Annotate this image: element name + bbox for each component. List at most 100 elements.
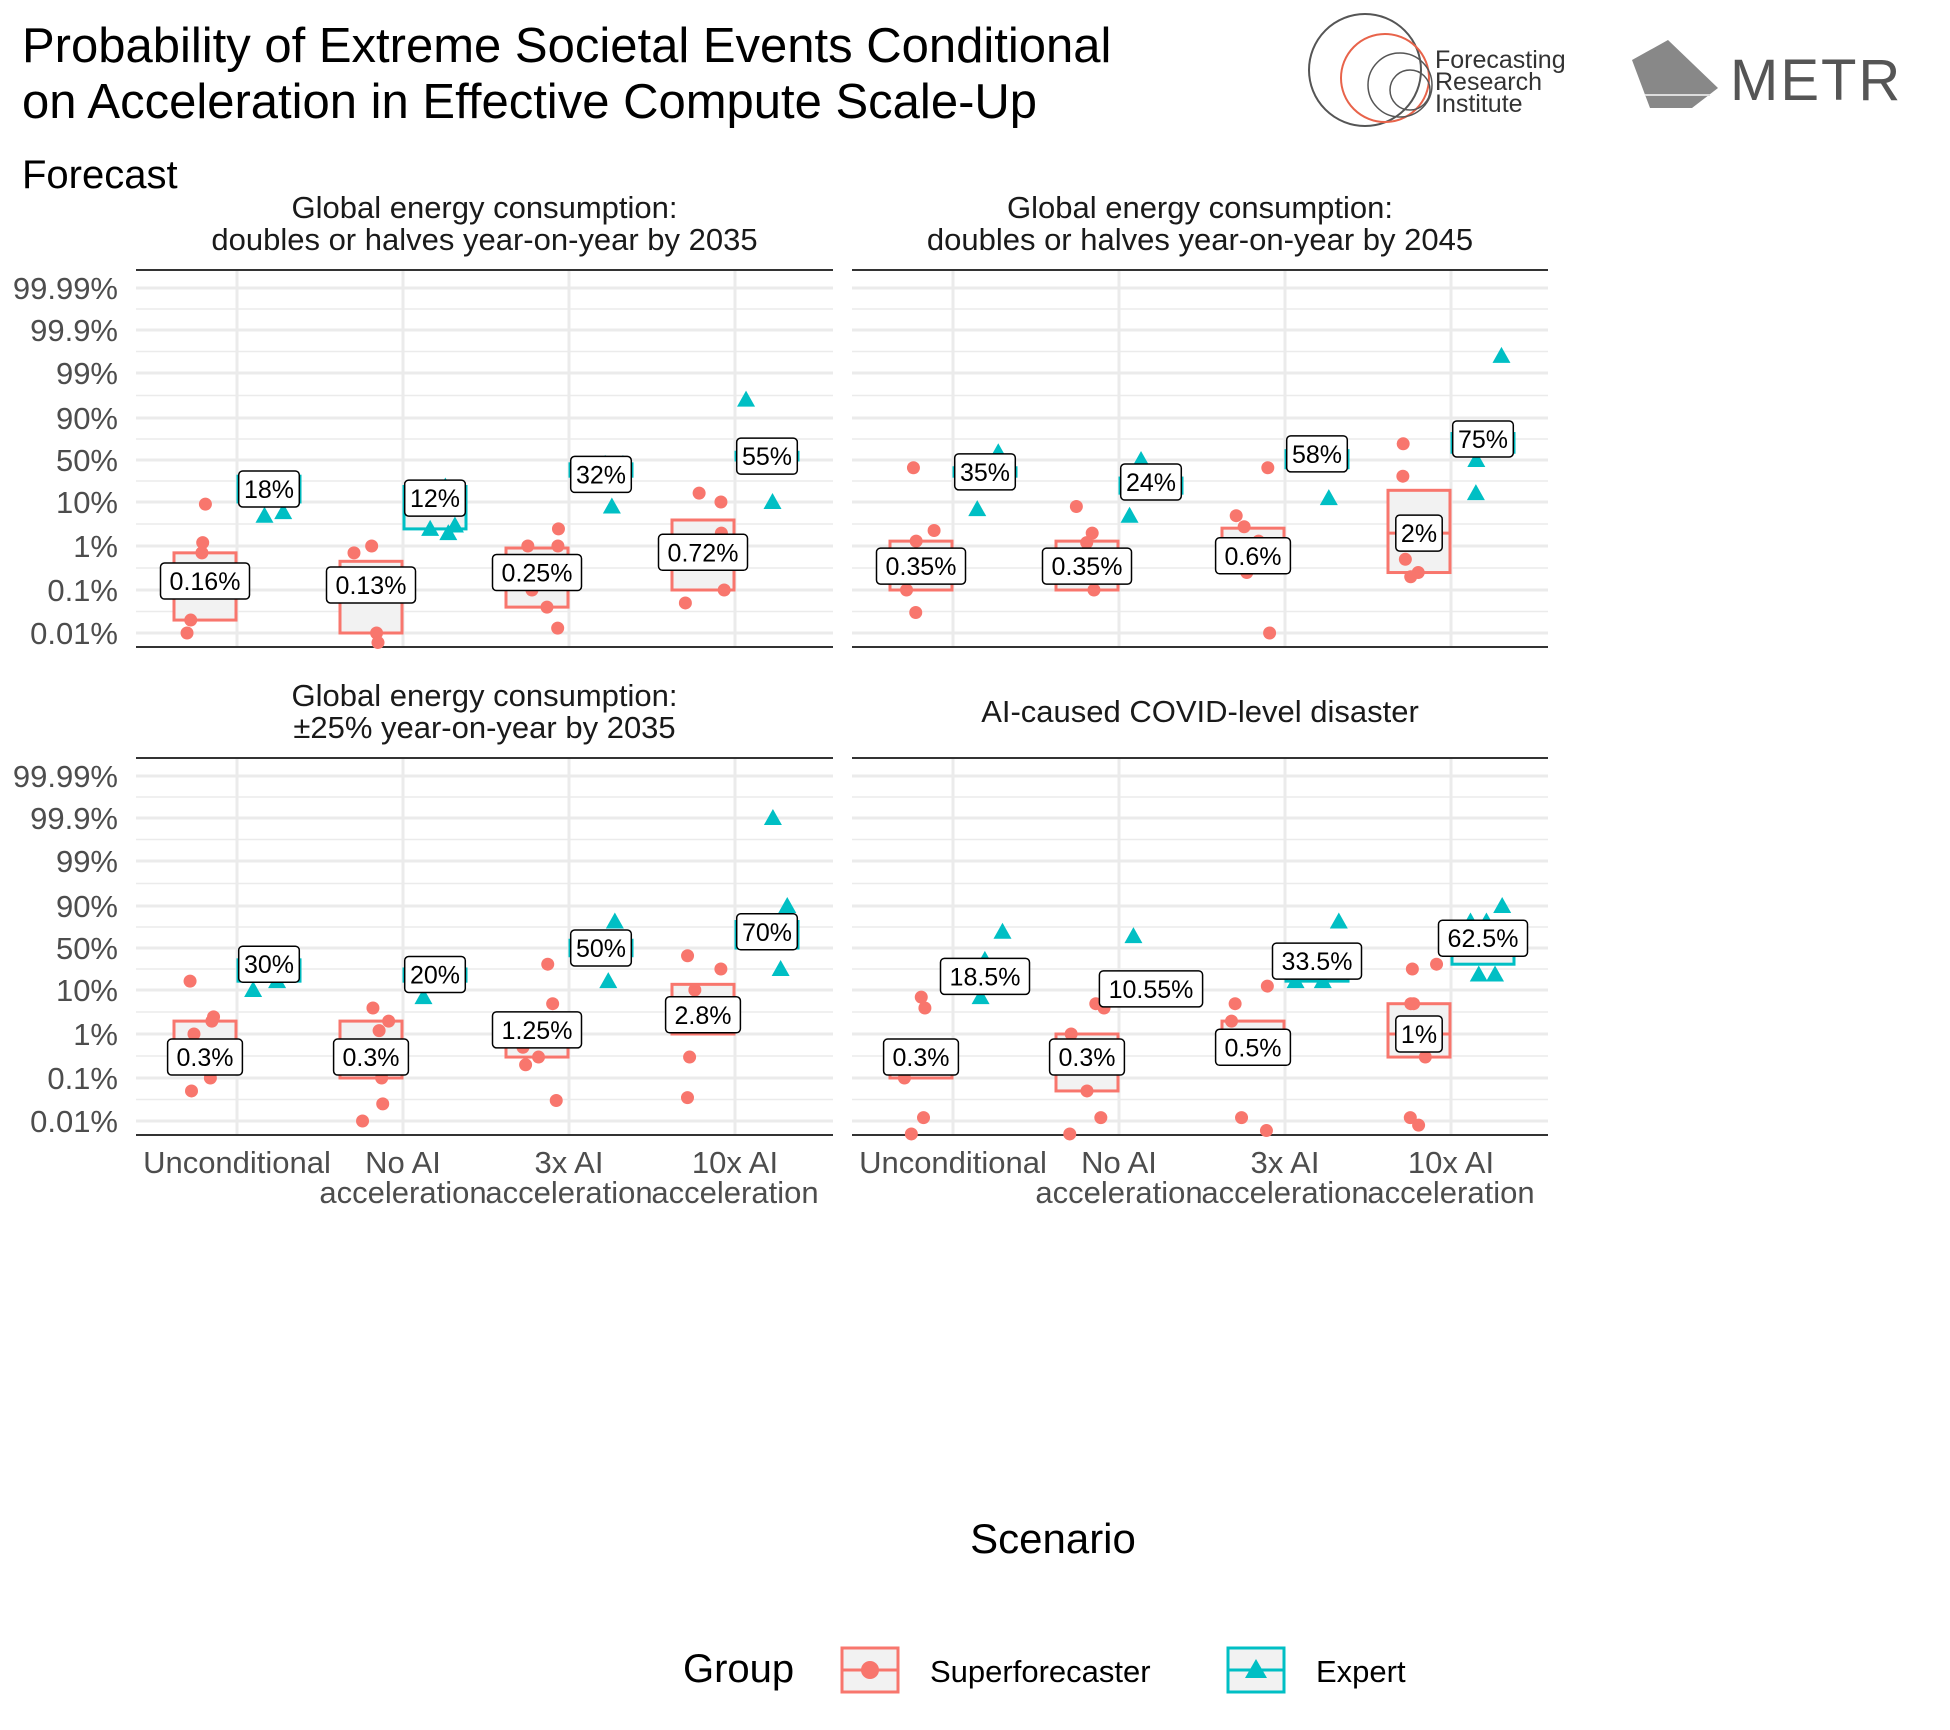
- median-label-box: [939, 957, 1031, 996]
- expert-point: [1467, 451, 1486, 467]
- median-label-text: 58%: [1292, 441, 1342, 469]
- fri-logo-circle-small: [1367, 52, 1433, 118]
- superforecaster-point: [1080, 536, 1094, 550]
- superforecaster-median-label: 0.3%: [1048, 1038, 1126, 1076]
- superforecaster-point: [366, 1001, 380, 1015]
- superforecaster-point: [1080, 1084, 1094, 1098]
- expert-point: [1313, 972, 1332, 989]
- expert-median-label: 33.5%: [1271, 942, 1363, 980]
- median-label-box: [1451, 420, 1515, 458]
- legend-label-expert: Expert: [1316, 1654, 1406, 1689]
- superforecaster-point: [1430, 957, 1444, 971]
- y-tick-label: 50%: [56, 443, 118, 478]
- superforecaster-point: [198, 497, 212, 511]
- expert-median-label: 18.5%: [939, 957, 1031, 996]
- median-label-text: 1%: [1401, 1021, 1437, 1049]
- median-label-text: 24%: [1126, 469, 1176, 497]
- median-label-text: 50%: [576, 935, 626, 963]
- superforecaster-point: [1398, 552, 1412, 566]
- superforecaster-point: [1085, 526, 1099, 540]
- superforecaster-median-label: 0.3%: [332, 1038, 410, 1076]
- x-tick-label: Unconditional: [143, 1145, 331, 1180]
- superforecaster-point: [551, 539, 565, 553]
- superforecaster-point: [918, 1001, 932, 1015]
- fri-logo-circle-medium: [1340, 33, 1430, 123]
- median-label-box: [1395, 1015, 1443, 1053]
- median-label-box: [1285, 435, 1349, 473]
- median-label-text: 70%: [742, 919, 792, 947]
- superforecaster-point: [371, 636, 385, 650]
- panel-title-line2: ±25% year-on-year by 2035: [293, 710, 675, 745]
- superforecaster-point: [532, 1050, 546, 1064]
- expert-point: [737, 390, 756, 407]
- superforecaster-point: [370, 626, 384, 640]
- superforecaster-point: [904, 1127, 918, 1141]
- legend: Group Superforecaster Expert: [683, 1646, 1406, 1694]
- x-tick-label: acceleration: [651, 1175, 818, 1210]
- x-tick-label: 10x AI: [1408, 1145, 1494, 1180]
- median-label-text: 0.3%: [1059, 1044, 1116, 1072]
- median-label-text: 0.3%: [893, 1044, 950, 1072]
- metr-logo: METR: [1632, 40, 1900, 113]
- superforecaster-point: [541, 957, 555, 971]
- panel-4: AI-caused COVID-level disaster Unconditio…: [852, 694, 1548, 1210]
- legend-key-expert: [1226, 1646, 1286, 1694]
- expert-median-label: 10.55%: [1098, 970, 1204, 1008]
- expert-point: [968, 500, 987, 517]
- chart-title-line1: Probability of Extreme Societal Events C…: [22, 19, 1111, 73]
- superforecaster-point: [678, 596, 692, 610]
- median-label-text: 20%: [410, 961, 460, 989]
- median-label-box: [657, 533, 749, 572]
- superforecaster-point: [184, 1084, 198, 1098]
- x-tick-label: 10x AI: [692, 1145, 778, 1180]
- superforecaster-median-label: 0.13%: [325, 566, 417, 604]
- superforecaster-point: [1087, 583, 1101, 597]
- x-tick-label: No AI: [365, 1145, 441, 1180]
- median-label-box: [1119, 463, 1183, 501]
- expert-median-label: 12%: [403, 479, 467, 517]
- expert-point: [1492, 346, 1511, 363]
- x-tick-label: acceleration: [1367, 1175, 1534, 1210]
- y-tick-label: 0.1%: [47, 1061, 118, 1096]
- expert-point: [1486, 965, 1505, 982]
- median-label-text: 10.55%: [1109, 976, 1194, 1004]
- median-label-box: [1214, 1028, 1292, 1067]
- y-tick-label: 99%: [56, 356, 118, 391]
- panel-title-line2: doubles or halves year-on-year by 2045: [927, 222, 1473, 257]
- superforecaster-median-label: 0.5%: [1214, 1028, 1292, 1067]
- median-label-text: 55%: [742, 443, 792, 471]
- superforecaster-point: [906, 461, 920, 475]
- y-tick-label: 1%: [73, 529, 118, 564]
- median-label-text: 0.35%: [886, 553, 957, 581]
- median-label-text: 2.8%: [675, 1002, 732, 1030]
- superforecaster-point: [1263, 626, 1277, 640]
- fri-logo-line2: Research: [1435, 68, 1542, 96]
- superforecaster-point: [356, 1114, 370, 1128]
- superforecaster-point: [1069, 499, 1083, 513]
- median-label-box: [882, 1038, 960, 1076]
- legend-label-superforecaster: Superforecaster: [930, 1654, 1151, 1689]
- superforecaster-median-label: 0.16%: [159, 562, 251, 600]
- superforecaster-point: [681, 949, 695, 963]
- y-tick-label: 10%: [56, 485, 118, 520]
- superforecaster-median-label: 1.25%: [491, 1011, 583, 1049]
- superforecaster-point: [195, 546, 209, 560]
- superforecaster-point: [551, 621, 565, 635]
- superforecaster-point: [1237, 520, 1251, 534]
- superforecaster-point: [180, 626, 194, 640]
- expert-point: [1120, 506, 1139, 523]
- median-label-box: [403, 955, 467, 994]
- panel-title-line1: Global energy consumption:: [1007, 190, 1393, 225]
- panel-2: Global energy consumption:doubles or hal…: [852, 190, 1548, 648]
- expert-point: [763, 809, 782, 825]
- expert-point: [244, 981, 263, 997]
- median-label-text: 30%: [244, 951, 294, 979]
- expert-point: [255, 506, 274, 523]
- median-label-text: 0.5%: [1225, 1034, 1282, 1062]
- median-label-box: [953, 453, 1017, 491]
- median-label-text: 75%: [1458, 426, 1508, 454]
- expert-point: [1329, 912, 1348, 929]
- median-label-box: [664, 996, 742, 1034]
- superforecaster-point: [1404, 997, 1418, 1011]
- superforecaster-point: [205, 1014, 219, 1028]
